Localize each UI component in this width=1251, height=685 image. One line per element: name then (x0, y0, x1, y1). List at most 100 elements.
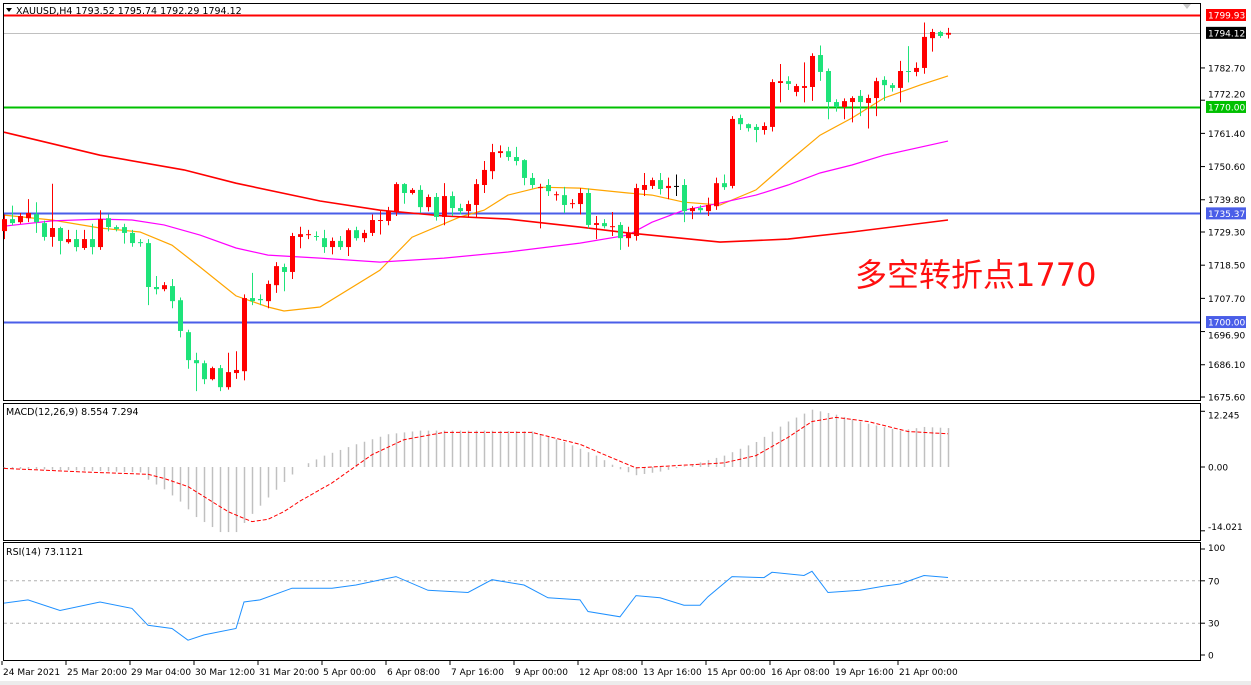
candle[interactable] (874, 77, 879, 117)
candle[interactable] (250, 272, 255, 306)
candle[interactable] (746, 123, 751, 132)
candle-body[interactable] (674, 185, 679, 187)
candle-body[interactable] (410, 189, 415, 193)
candle[interactable] (402, 183, 407, 204)
candle-body[interactable] (178, 300, 183, 331)
candle[interactable] (146, 239, 151, 306)
candle-body[interactable] (482, 169, 487, 185)
candle-body[interactable] (722, 183, 727, 188)
candle-body[interactable] (218, 368, 223, 388)
candle[interactable] (202, 360, 207, 385)
candle-body[interactable] (114, 227, 119, 229)
candle-body[interactable] (450, 196, 455, 209)
candle-body[interactable] (378, 220, 383, 222)
candle[interactable] (42, 220, 47, 241)
candle-body[interactable] (170, 286, 175, 302)
candle-body[interactable] (2, 219, 7, 232)
candle-body[interactable] (914, 67, 919, 72)
candle-body[interactable] (266, 283, 271, 302)
candle-body[interactable] (234, 369, 239, 374)
candle[interactable] (546, 179, 551, 197)
candle-body[interactable] (18, 216, 23, 223)
candle[interactable] (890, 82, 895, 92)
candle[interactable] (714, 177, 719, 210)
candle-body[interactable] (354, 230, 359, 239)
candle[interactable] (26, 199, 31, 223)
candle[interactable] (274, 262, 279, 293)
candle[interactable] (618, 222, 623, 250)
candle[interactable] (242, 294, 247, 381)
candle-body[interactable] (370, 220, 375, 233)
candle[interactable] (258, 294, 263, 306)
macd-panel[interactable] (3, 403, 1201, 541)
candle[interactable] (914, 62, 919, 77)
candle-body[interactable] (34, 214, 39, 223)
candle-body[interactable] (874, 81, 879, 99)
candle-body[interactable] (498, 151, 503, 154)
candle[interactable] (722, 174, 727, 190)
candle[interactable] (898, 60, 903, 103)
candle[interactable] (50, 183, 55, 247)
candle[interactable] (562, 186, 567, 213)
candle-body[interactable] (162, 285, 167, 290)
candle[interactable] (386, 206, 391, 226)
candle[interactable] (818, 45, 823, 81)
candle[interactable] (594, 216, 599, 240)
candle[interactable] (578, 188, 583, 215)
candle-body[interactable] (306, 234, 311, 236)
candle[interactable] (66, 229, 71, 244)
candle-body[interactable] (522, 160, 527, 178)
candle-body[interactable] (658, 180, 663, 189)
candle-body[interactable] (82, 239, 87, 248)
candle-body[interactable] (42, 223, 47, 237)
candle[interactable] (530, 173, 535, 189)
candle-body[interactable] (810, 55, 815, 87)
candle[interactable] (450, 191, 455, 217)
candle[interactable] (138, 239, 143, 247)
collapse-triangle-icon[interactable] (6, 8, 12, 12)
candle[interactable] (226, 352, 231, 390)
candle-body[interactable] (330, 240, 335, 248)
candle[interactable] (34, 202, 39, 233)
candle-body[interactable] (938, 31, 943, 36)
candle-body[interactable] (922, 36, 927, 68)
candle-body[interactable] (314, 236, 319, 238)
candle-body[interactable] (418, 189, 423, 208)
candle[interactable] (378, 210, 383, 235)
candle-body[interactable] (490, 152, 495, 172)
candle-body[interactable] (570, 203, 575, 205)
candle[interactable] (554, 191, 559, 201)
candle-body[interactable] (826, 71, 831, 103)
candle[interactable] (658, 173, 663, 195)
candle[interactable] (122, 223, 127, 244)
candle-body[interactable] (946, 32, 951, 35)
candle[interactable] (130, 229, 135, 247)
candle[interactable] (498, 145, 503, 158)
candle-body[interactable] (714, 183, 719, 207)
candle[interactable] (442, 183, 447, 226)
candle[interactable] (810, 53, 815, 101)
candle-body[interactable] (634, 188, 639, 237)
candle-body[interactable] (242, 298, 247, 372)
candle-body[interactable] (770, 82, 775, 127)
candle-body[interactable] (194, 360, 199, 364)
candle[interactable] (306, 229, 311, 240)
candle-body[interactable] (130, 232, 135, 244)
candle-body[interactable] (322, 238, 327, 248)
candle[interactable] (730, 116, 735, 189)
price-panel[interactable] (3, 3, 1201, 401)
candle[interactable] (266, 280, 271, 309)
candle-body[interactable] (466, 204, 471, 212)
candle-body[interactable] (98, 219, 103, 248)
candle-body[interactable] (346, 230, 351, 248)
candle-body[interactable] (106, 218, 111, 228)
candle[interactable] (610, 212, 615, 237)
candle[interactable] (802, 62, 807, 103)
candle[interactable] (682, 179, 687, 223)
candle[interactable] (490, 143, 495, 180)
candle[interactable] (634, 183, 639, 241)
candle[interactable] (106, 214, 111, 232)
candle-body[interactable] (506, 151, 511, 158)
candle-body[interactable] (546, 184, 551, 192)
candle[interactable] (2, 214, 7, 240)
